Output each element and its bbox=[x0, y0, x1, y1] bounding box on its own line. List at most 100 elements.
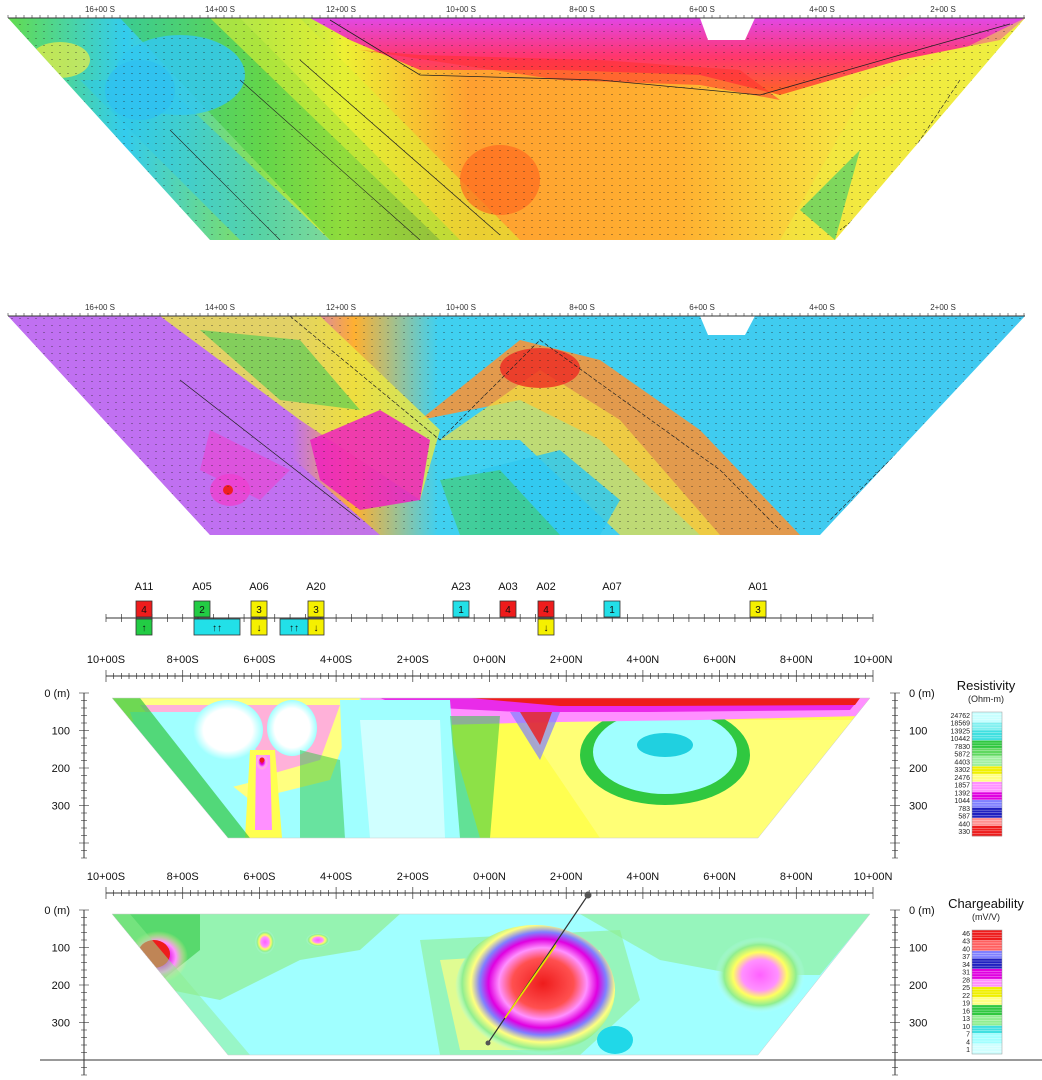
res-legend-swatch bbox=[972, 766, 1002, 770]
ip-right-depth-label: 100 bbox=[909, 943, 927, 955]
res-station-label: 4+00S bbox=[320, 654, 352, 666]
ip-legend-swatch bbox=[972, 935, 1002, 939]
ip-legend-swatch bbox=[972, 1007, 1002, 1011]
ip-legend-swatch bbox=[972, 992, 1002, 995]
res-legend-swatch bbox=[972, 815, 1002, 819]
ip-legend-swatch bbox=[972, 955, 1002, 959]
ip-legend-value: 4 bbox=[966, 1039, 970, 1046]
top1-station-label: 6+00 S bbox=[689, 5, 715, 14]
res-left-depth-label: 0 (m) bbox=[44, 688, 70, 700]
res-legend-value: 1392 bbox=[954, 790, 970, 797]
ip-legend-swatch bbox=[972, 1038, 1002, 1042]
ip-legend-value: 22 bbox=[962, 993, 970, 1000]
ip-legend-swatch bbox=[972, 942, 1002, 946]
res-station-label: 2+00S bbox=[397, 654, 429, 666]
anomaly-rank-label: 3 bbox=[313, 605, 319, 616]
ip-legend-swatch bbox=[972, 1025, 1002, 1029]
ip-legend-swatch bbox=[972, 1002, 1002, 1006]
res-legend-swatch bbox=[972, 799, 1002, 803]
anomaly-rank-box bbox=[537, 600, 555, 618]
res-legend-swatch bbox=[972, 833, 1002, 837]
ip-legend-swatch bbox=[972, 1035, 1002, 1039]
res-legend-swatch bbox=[972, 732, 1002, 736]
anomaly-id-label: A20 bbox=[306, 581, 326, 593]
res-legend-swatch bbox=[972, 714, 1002, 718]
ip-right-depth-label: 200 bbox=[909, 980, 927, 992]
anomaly-rank-box bbox=[307, 600, 325, 618]
top2-station-label: 6+00 S bbox=[689, 303, 715, 312]
anomaly-rank-box bbox=[499, 600, 517, 618]
res-station-label: 0+00N bbox=[473, 654, 506, 666]
ip-legend-value: 16 bbox=[962, 1008, 970, 1015]
res-legend-swatch bbox=[972, 768, 1002, 772]
drillhole-trace bbox=[485, 891, 592, 1046]
ip-legend-value: 13 bbox=[962, 1016, 970, 1023]
ip-legend-swatch bbox=[972, 1043, 1002, 1047]
anomaly-rank-label: 4 bbox=[505, 605, 511, 616]
res-legend-swatch bbox=[972, 748, 1002, 752]
res-legend-swatch bbox=[972, 758, 1002, 762]
anomaly-id-label: A03 bbox=[498, 581, 518, 593]
ip-legend-swatch bbox=[972, 930, 1002, 933]
res-legend-swatch bbox=[972, 792, 1002, 795]
res-legend-swatch bbox=[972, 825, 1002, 829]
ip-legend-swatch bbox=[972, 966, 1002, 970]
ip-legend-swatch bbox=[972, 940, 1002, 944]
res-left-depth-label: 200 bbox=[52, 763, 70, 775]
anomaly-trend-label: ↑ bbox=[142, 623, 147, 634]
res-legend-swatch bbox=[972, 786, 1002, 790]
ip-legend-swatch bbox=[972, 1012, 1002, 1016]
ip-station-label: 0+00N bbox=[473, 871, 506, 883]
res-legend-swatch bbox=[972, 763, 1002, 767]
res-legend-value: 783 bbox=[958, 806, 970, 813]
anomaly-trend-label-extra: ↑↑ bbox=[289, 623, 299, 634]
anomaly-id-label: A01 bbox=[748, 581, 768, 593]
ip-legend-value: 7 bbox=[966, 1032, 970, 1039]
top2-station-label: 10+00 S bbox=[446, 303, 476, 312]
anomaly-rank-label: 2 bbox=[199, 605, 205, 616]
ip-station-label: 2+00N bbox=[550, 871, 583, 883]
chargeability-section: 10+00S 8+00S 6+00S 4+00S 2+00S 0+00N 2+00N 4+00… bbox=[44, 871, 935, 1076]
ip-left-depth-label: 200 bbox=[52, 980, 70, 992]
ip-legend-swatch bbox=[972, 976, 1002, 980]
anomaly-rank-label: 3 bbox=[755, 605, 761, 616]
anomaly-rank-label: 3 bbox=[256, 605, 262, 616]
res-legend-swatch bbox=[972, 755, 1002, 759]
res-legend-swatch bbox=[972, 802, 1002, 806]
resistivity-legend-title: Resistivity bbox=[957, 678, 1016, 693]
res-legend-swatch bbox=[972, 812, 1002, 816]
res-left-depth-label: 100 bbox=[52, 726, 70, 738]
res-right-depth-label: 100 bbox=[909, 726, 927, 738]
ip-legend-value: 10 bbox=[962, 1024, 970, 1031]
res-station-label: 4+00N bbox=[627, 654, 660, 666]
anomaly-a11: A11 4 ↑ bbox=[135, 581, 153, 636]
anomaly-a02: A02 4 ↓ bbox=[536, 581, 556, 636]
res-legend-swatch bbox=[972, 784, 1002, 788]
ip-legend-swatch bbox=[972, 950, 1002, 954]
ip-station-label: 4+00N bbox=[627, 871, 660, 883]
ip-legend-swatch bbox=[972, 997, 1002, 1001]
res-legend-value: 440 bbox=[958, 821, 970, 828]
res-station-label: 10+00N bbox=[854, 654, 893, 666]
ip-legend-swatch bbox=[972, 1004, 1002, 1008]
chargeability-legend: Chargeability (mV/V) 4643403734312825221… bbox=[948, 896, 1024, 1055]
ip-station-label: 8+00S bbox=[167, 871, 199, 883]
ip-legend-swatch bbox=[972, 963, 1002, 967]
ip-left-depth-label: 300 bbox=[52, 1018, 70, 1030]
ip-legend-swatch bbox=[972, 1033, 1002, 1037]
anomaly-rank-box bbox=[603, 600, 621, 618]
res-legend-swatch bbox=[972, 743, 1002, 746]
res-legend-value: 24762 bbox=[951, 713, 971, 720]
res-legend-value: 1044 bbox=[954, 798, 970, 805]
res-right-depth-label: 0 (m) bbox=[909, 688, 935, 700]
resistivity-section: 10+00S 8+00S 6+00S 4+00S 2+00S 0+00N 2+00N 4+00… bbox=[44, 654, 935, 859]
res-legend-swatch bbox=[972, 717, 1002, 721]
res-legend-swatch bbox=[972, 745, 1002, 749]
ip-legend-swatch bbox=[972, 953, 1002, 957]
res-legend-swatch bbox=[972, 797, 1002, 801]
ip-legend-swatch bbox=[972, 961, 1002, 964]
anomaly-id-label: A06 bbox=[249, 581, 269, 593]
res-legend-value: 330 bbox=[958, 829, 970, 836]
res-station-label: 2+00N bbox=[550, 654, 583, 666]
res-legend-swatch bbox=[972, 789, 1002, 793]
